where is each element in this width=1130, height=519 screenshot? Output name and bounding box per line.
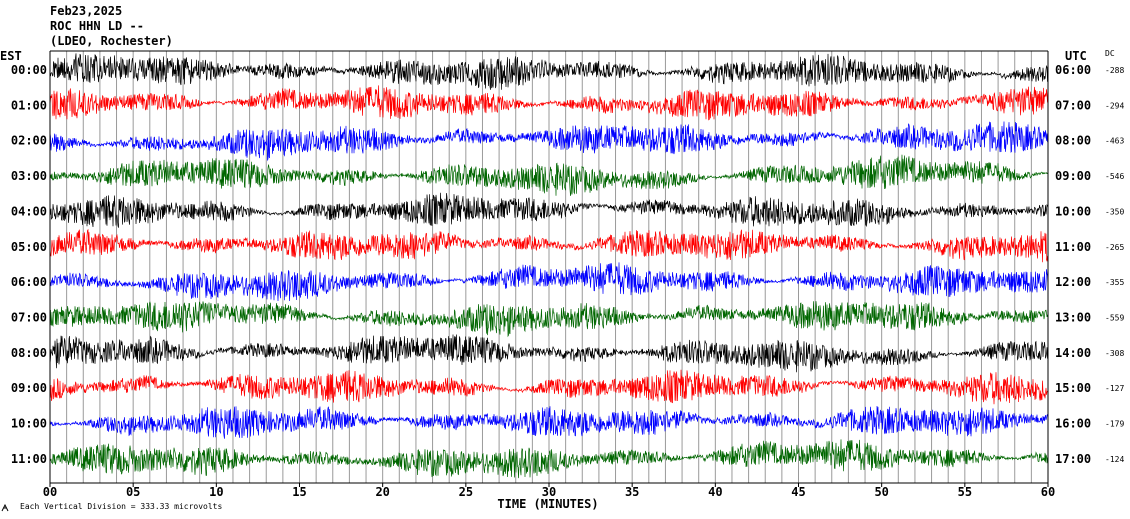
utc-row-label: 11:00 <box>1055 240 1091 254</box>
plot-date: Feb23,2025 <box>50 4 122 18</box>
dc-offset-value: -294 <box>1105 101 1124 110</box>
utc-row-label: 15:00 <box>1055 381 1091 395</box>
x-tick-label: 15 <box>292 485 306 499</box>
minute-gridlines <box>66 51 1032 483</box>
dc-offset-value: -559 <box>1105 314 1124 323</box>
x-tick-label: 10 <box>209 485 223 499</box>
seismic-traces <box>49 53 1049 479</box>
x-tick-label: 45 <box>791 485 805 499</box>
scale-glyph-icon <box>1 503 9 512</box>
trace-row-0700 <box>49 301 1049 338</box>
dc-offset-value: -179 <box>1105 420 1124 429</box>
dc-offset-value: -350 <box>1105 207 1124 216</box>
utc-row-label: 10:00 <box>1055 204 1091 218</box>
est-row-label: 06:00 <box>11 275 47 289</box>
utc-row-label: 06:00 <box>1055 63 1091 77</box>
trace-row-0300 <box>49 154 1049 196</box>
x-tick-label: 40 <box>708 485 722 499</box>
utc-row-label: 13:00 <box>1055 311 1091 325</box>
dc-offset-value: -124 <box>1105 455 1124 464</box>
est-row-label: 08:00 <box>11 346 47 360</box>
x-tick-label: 20 <box>375 485 389 499</box>
utc-row-label: 07:00 <box>1055 98 1091 112</box>
x-tick-label: 25 <box>459 485 473 499</box>
utc-row-label: 09:00 <box>1055 169 1091 183</box>
est-row-label: 07:00 <box>11 311 47 325</box>
est-row-label: 11:00 <box>11 452 47 466</box>
est-row-label: 09:00 <box>11 381 47 395</box>
dc-offset-value: -308 <box>1105 349 1124 358</box>
trace-row-0500 <box>49 228 1049 263</box>
dc-offset-value: -265 <box>1105 243 1124 252</box>
x-tick-label: 35 <box>625 485 639 499</box>
x-tick-label: 05 <box>126 485 140 499</box>
x-tick-labels: 00 05 10 15 20 25 30 35 40 45 50 55 60 <box>43 483 1055 499</box>
x-tick-label: 50 <box>874 485 888 499</box>
row-labels: 00:00 06:00 -288 01:00 07:00 -294 02:00 08:00 -4… <box>11 63 1125 466</box>
utc-axis-label: UTC <box>1065 49 1087 63</box>
utc-row-label: 12:00 <box>1055 275 1091 289</box>
utc-row-label: 16:00 <box>1055 417 1091 431</box>
est-row-label: 02:00 <box>11 134 47 148</box>
trace-row-1000 <box>49 405 1049 439</box>
est-axis-label: EST <box>0 49 22 63</box>
trace-row-0000 <box>49 53 1049 90</box>
dc-offset-value: -355 <box>1105 278 1124 287</box>
dc-offset-value: -463 <box>1105 137 1124 146</box>
trace-row-0800 <box>49 334 1049 373</box>
dc-offset-value: -546 <box>1105 172 1124 181</box>
trace-row-0400 <box>49 192 1049 228</box>
trace-row-0100 <box>49 85 1049 121</box>
utc-row-label: 08:00 <box>1055 134 1091 148</box>
network-name: (LDEO, Rochester) <box>50 34 173 48</box>
trace-row-0600 <box>49 262 1049 302</box>
x-tick-label: 60 <box>1041 485 1055 499</box>
dc-offset-value: -288 <box>1105 66 1124 75</box>
utc-row-label: 17:00 <box>1055 452 1091 466</box>
est-row-label: 05:00 <box>11 240 47 254</box>
scale-note: Each Vertical Division = 333.33 microvol… <box>20 502 222 511</box>
x-axis-title: TIME (MINUTES) <box>497 497 598 511</box>
est-row-label: 03:00 <box>11 169 47 183</box>
trace-row-0900 <box>49 369 1049 405</box>
utc-row-label: 14:00 <box>1055 346 1091 360</box>
trace-row-1100 <box>49 439 1049 479</box>
dc-offset-value: -127 <box>1105 384 1124 393</box>
trace-row-0200 <box>49 121 1049 162</box>
est-row-label: 10:00 <box>11 417 47 431</box>
est-row-label: 04:00 <box>11 204 47 218</box>
x-tick-label: 30 <box>542 485 556 499</box>
x-tick-label: 00 <box>43 485 57 499</box>
dc-axis-label: DC <box>1105 49 1115 58</box>
est-row-label: 00:00 <box>11 63 47 77</box>
station-id: ROC HHN LD -- <box>50 19 144 33</box>
x-tick-label: 55 <box>958 485 972 499</box>
est-row-label: 01:00 <box>11 98 47 112</box>
